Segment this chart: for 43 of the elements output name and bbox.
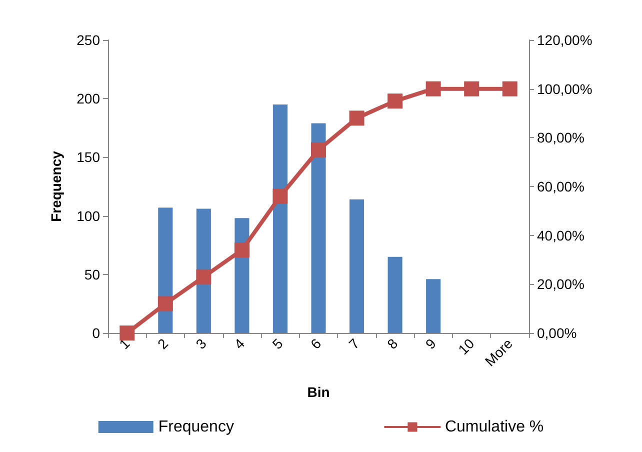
y2-tick-label: 120,00%: [537, 32, 592, 48]
point: [311, 142, 326, 158]
point: [464, 81, 480, 96]
y-axis-title: Frequency: [48, 150, 64, 222]
point: [426, 81, 441, 96]
x-tick-label: 10: [454, 335, 478, 358]
y2-tick-label: 80,00%: [537, 130, 584, 146]
legend-label: Frequency: [158, 418, 234, 436]
point: [272, 188, 288, 204]
y-tick-label: 50: [84, 266, 100, 282]
y2-tick-label: 100,00%: [537, 80, 592, 97]
bar: [388, 256, 402, 333]
x-tick-label: 4: [230, 335, 248, 352]
point: [196, 269, 212, 284]
bar: [350, 199, 364, 333]
point: [234, 242, 250, 258]
x-tick-label: 7: [346, 335, 363, 352]
y2-tick-label: 40,00%: [537, 227, 584, 244]
y2-tick-label: 0,00%: [537, 325, 577, 341]
point: [388, 94, 403, 109]
y-tick-label: 0: [92, 325, 100, 341]
x-tick-label: 3: [192, 335, 210, 352]
y2-tick-label: 60,00%: [537, 178, 584, 194]
x-tick-label: 9: [422, 335, 440, 352]
x-tick-label: 5: [269, 335, 286, 352]
x-tick-label: 8: [384, 335, 401, 352]
y-tick-label: 200: [76, 90, 100, 107]
x-tick-label: 1: [116, 335, 133, 352]
x-tick-label: 6: [307, 335, 324, 352]
y-tick-label: 250: [76, 32, 100, 48]
bar: [311, 123, 326, 333]
x-axis-title: Bin: [307, 384, 330, 400]
point: [502, 81, 518, 96]
legend-label: Cumulative %: [444, 418, 544, 436]
point: [120, 326, 135, 340]
y-tick-label: 100: [76, 208, 100, 224]
point: [349, 110, 364, 126]
bar: [272, 104, 288, 333]
bar: [426, 279, 441, 333]
x-tick-label: 2: [154, 335, 172, 352]
point: [158, 296, 173, 312]
y-tick-label: 150: [76, 149, 100, 166]
y2-tick-label: 20,00%: [537, 276, 584, 292]
